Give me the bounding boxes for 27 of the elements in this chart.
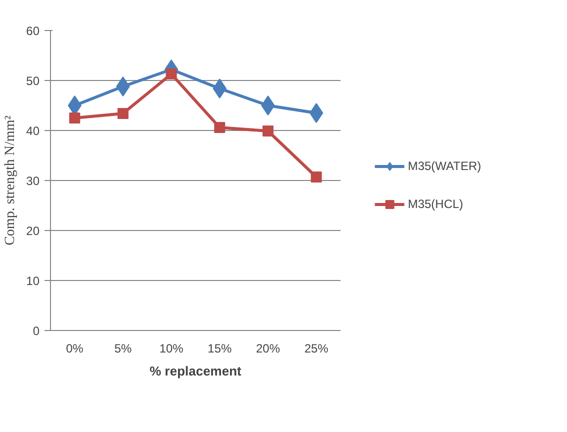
point <box>310 103 324 123</box>
point <box>261 96 275 116</box>
point <box>166 68 177 80</box>
point <box>262 126 274 136</box>
x-axis-title: % replacement <box>150 364 242 378</box>
y-tick-label: 60 <box>26 24 40 38</box>
x-tick-label: 25% <box>304 342 329 356</box>
y-tick-label: 20 <box>26 224 40 238</box>
point <box>214 122 226 133</box>
y-axis-title: Comp. strength N/mm² <box>3 116 18 246</box>
y-tick-label: 50 <box>26 74 40 88</box>
x-tick-label: 15% <box>208 342 232 356</box>
y-tick-label: 40 <box>26 124 40 138</box>
x-tick-label: 10% <box>159 342 184 356</box>
x-tick-label: 5% <box>114 342 132 356</box>
legend-label: M35(WATER) <box>408 158 482 172</box>
point <box>69 112 80 124</box>
y-tick-label: 10 <box>26 274 40 288</box>
point <box>116 76 130 96</box>
y-tick-label: 0 <box>32 324 40 338</box>
point <box>212 78 226 98</box>
legend-label: M35(HCL) <box>408 196 464 210</box>
point <box>118 108 128 119</box>
point <box>310 172 322 182</box>
x-tick-label: 0% <box>66 342 84 356</box>
x-tick-label: 20% <box>256 342 280 356</box>
y-tick-label: 30 <box>26 174 40 188</box>
